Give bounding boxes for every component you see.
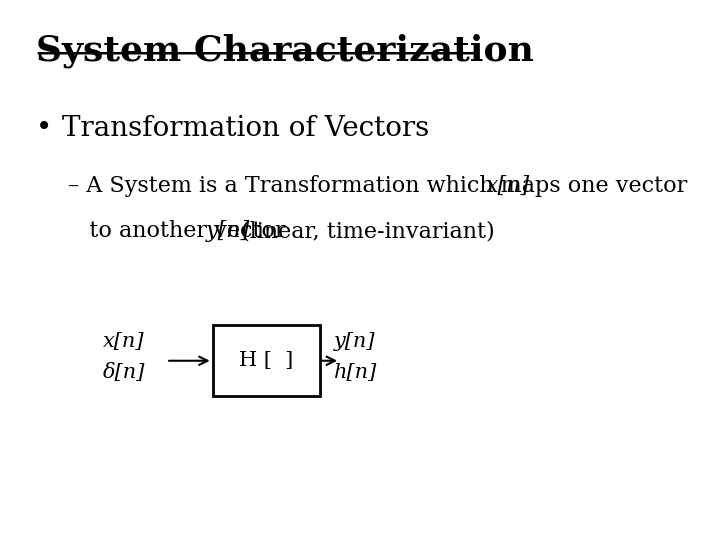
Text: Transformation of Vectors: Transformation of Vectors bbox=[62, 115, 429, 142]
Text: System Characterization: System Characterization bbox=[36, 33, 534, 68]
Text: •: • bbox=[36, 115, 52, 142]
Text: H [  ]: H [ ] bbox=[239, 351, 293, 370]
Text: y[n]: y[n] bbox=[334, 332, 376, 350]
Text: – A System is a Transformation which maps one vector: – A System is a Transformation which map… bbox=[68, 176, 694, 197]
Text: δ[n]: δ[n] bbox=[102, 363, 145, 382]
Text: x[n]: x[n] bbox=[102, 332, 144, 350]
Bar bbox=[212, 325, 320, 396]
Text: h[n]: h[n] bbox=[334, 363, 377, 382]
Text: to another vector: to another vector bbox=[68, 220, 292, 242]
Text: x[n]: x[n] bbox=[486, 176, 530, 197]
Text: y[n]: y[n] bbox=[206, 220, 250, 242]
Text: (linear, time-invariant): (linear, time-invariant) bbox=[234, 220, 495, 242]
